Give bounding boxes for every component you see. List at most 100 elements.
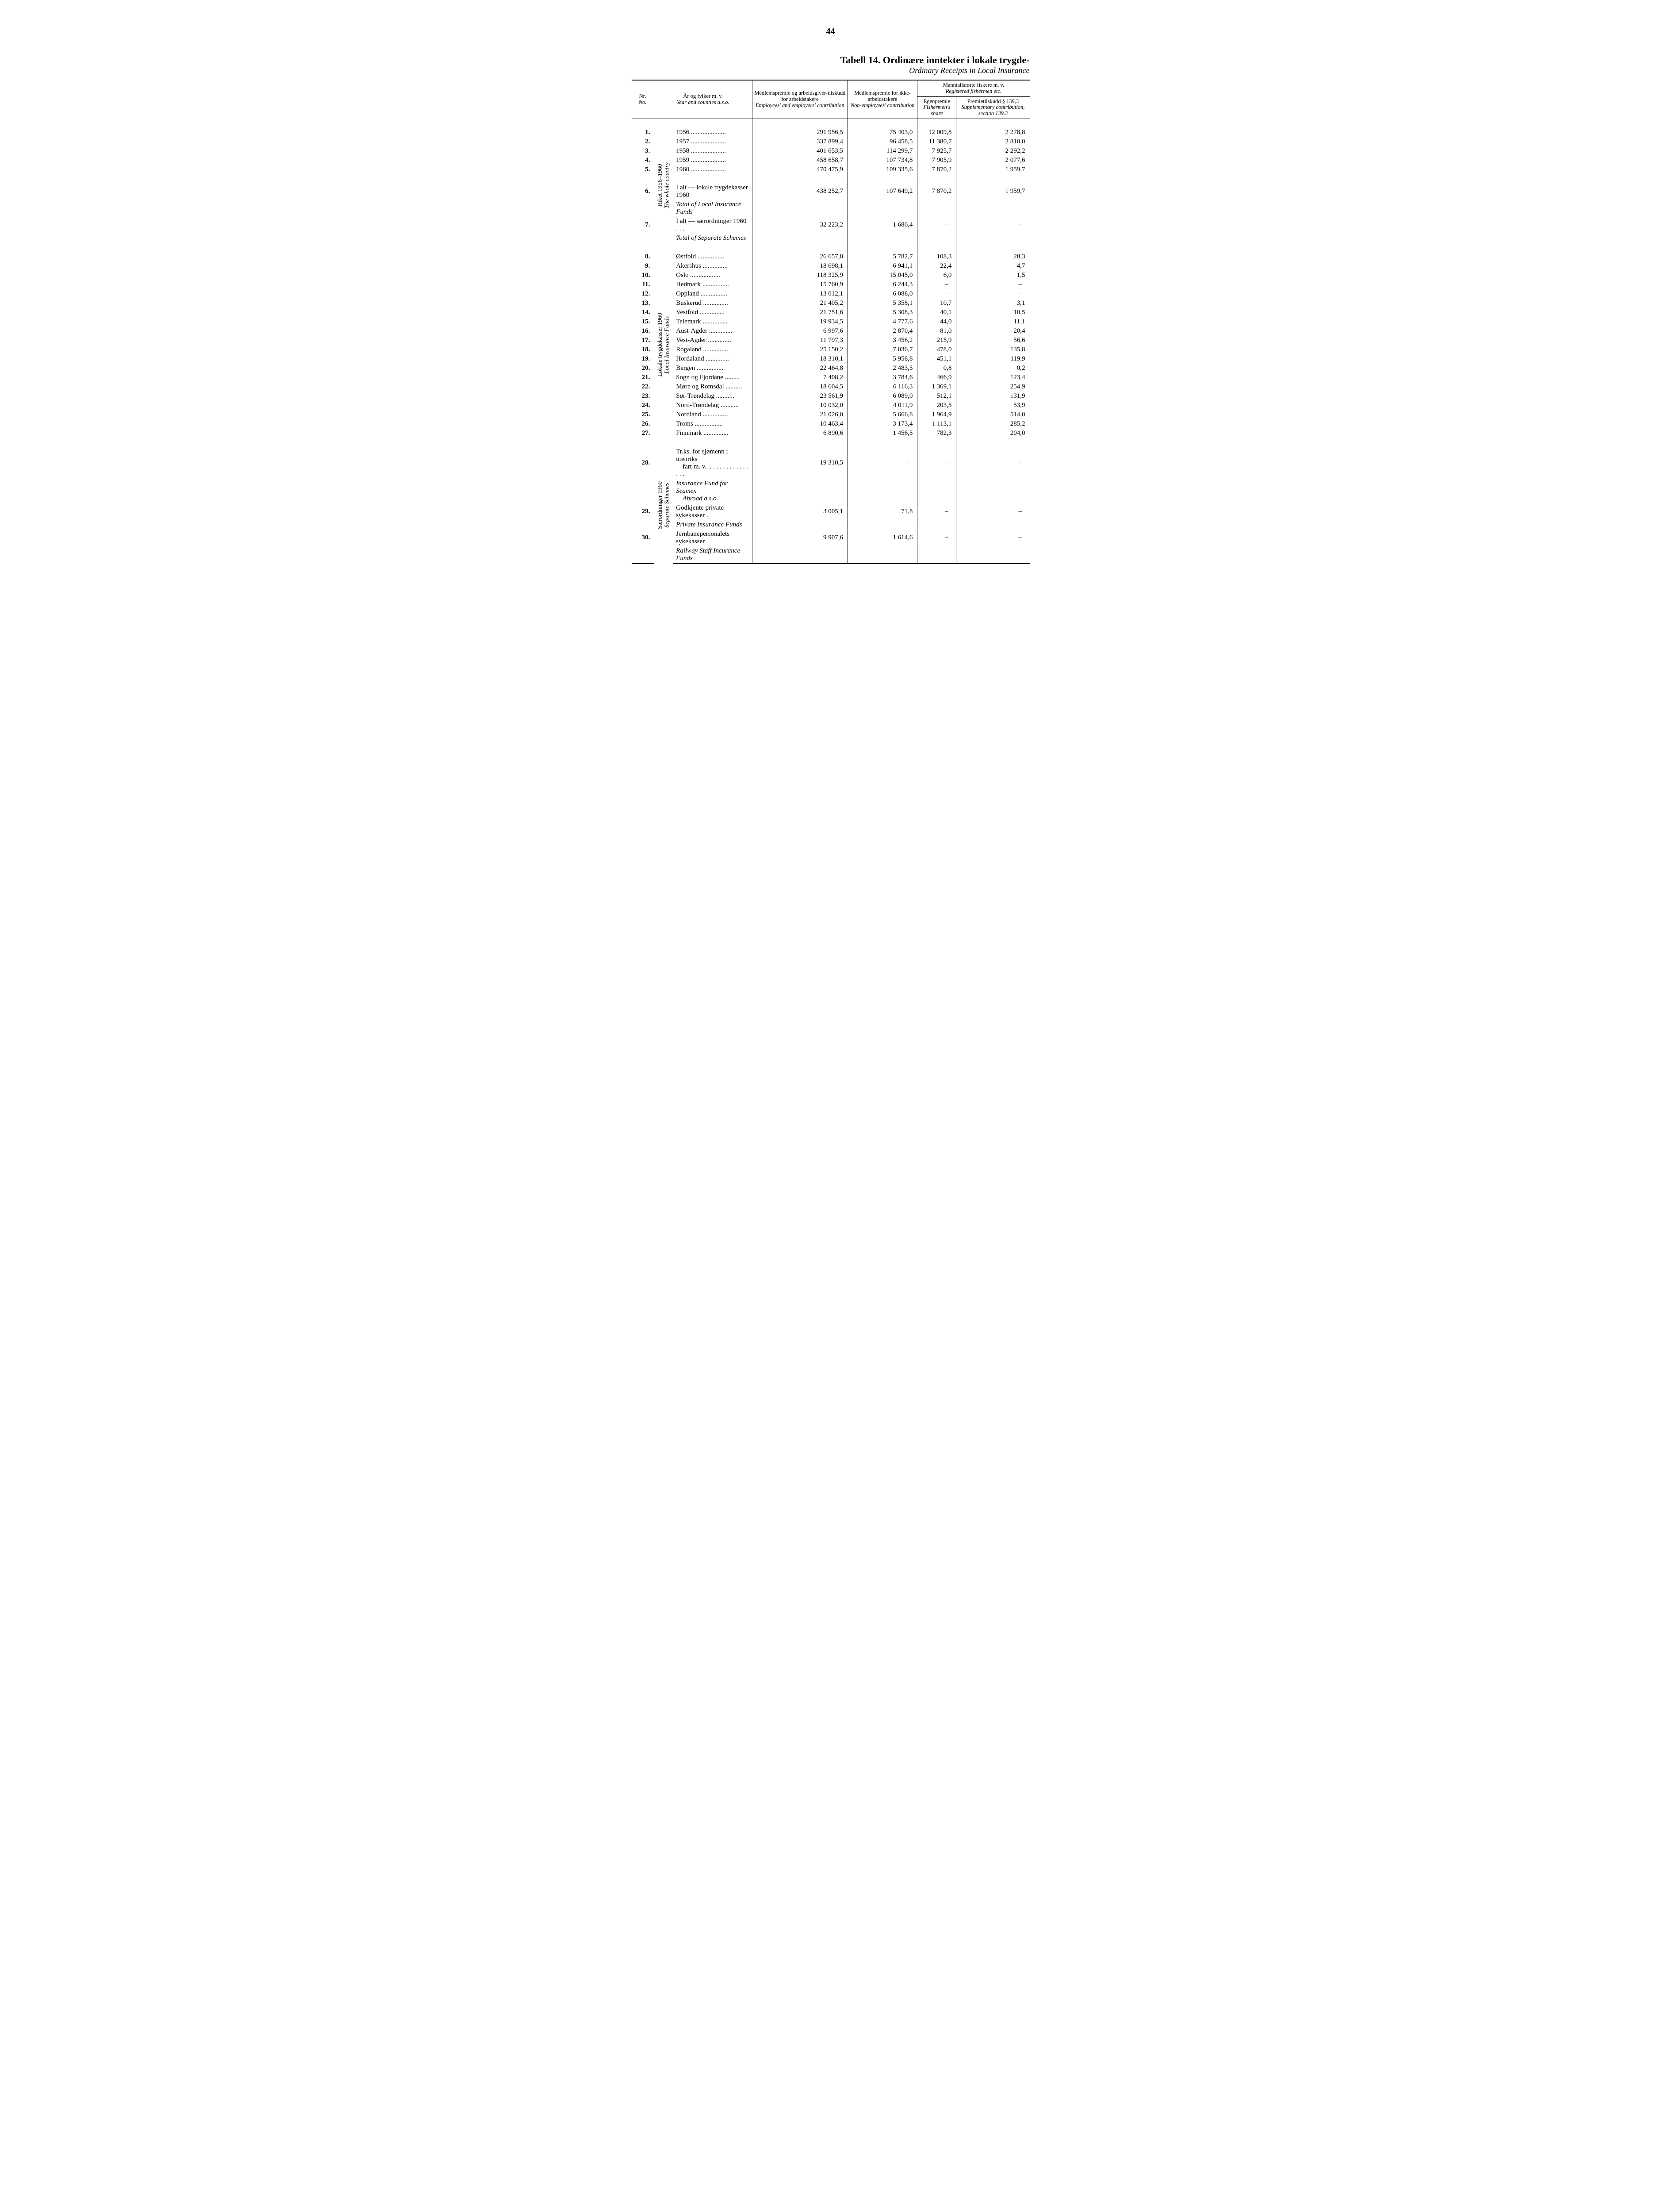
row-number: 26. — [632, 419, 654, 429]
table-cell: 1 959,7 — [956, 165, 1030, 174]
table-cell: – — [956, 280, 1030, 289]
row-number: 17. — [632, 336, 654, 345]
row-number: 4. — [632, 156, 654, 165]
table-cell: – — [917, 217, 956, 234]
table-cell: 21 026,0 — [752, 410, 848, 419]
hdr-nr: Nr.No. — [632, 80, 654, 119]
table-row: 7.I alt — særordninger 1960 . . .32 223,… — [632, 217, 1030, 234]
row-label: 1959 ..................... — [673, 156, 752, 165]
row-label: Troms ................. — [673, 419, 752, 429]
table-cell: 1,5 — [956, 271, 1030, 280]
row-label-italic: Railway Staff Incurance Funds — [673, 546, 752, 564]
row-label: 1960 ..................... — [673, 165, 752, 174]
table-cell: 10 463,4 — [752, 419, 848, 429]
row-label: Nordland ............... — [673, 410, 752, 419]
table-cell: 4 777,6 — [848, 317, 917, 326]
row-label: 1957 ..................... — [673, 137, 752, 146]
table-cell: 118 325,9 — [752, 271, 848, 280]
table-row: 18.Rogaland ...............25 150,27 036… — [632, 345, 1030, 354]
group-saer: 28.Særordninger 1960Separate SchemesTr.k… — [632, 447, 1030, 564]
table-cell: 782,3 — [917, 429, 956, 438]
hdr-col2: Medlemspremie for ikke-arbeidstakere Non… — [848, 80, 917, 119]
row-label: Vest-Agder .............. — [673, 336, 752, 345]
table-cell: 2 077,6 — [956, 156, 1030, 165]
table-cell: 7 925,7 — [917, 146, 956, 156]
hdr-col4: Premietilskudd § 139,3 Supplementary con… — [956, 96, 1030, 119]
table-cell: 56,6 — [956, 336, 1030, 345]
table-cell: 135,8 — [956, 345, 1030, 354]
row-number: 6. — [632, 183, 654, 200]
row-label: Finnmark ............... — [673, 429, 752, 438]
table-cell: 1 614,6 — [848, 530, 917, 546]
row-label: Sør-Trøndelag ........... — [673, 392, 752, 401]
table-row: 9.Akershus ...............18 698,16 941,… — [632, 261, 1030, 271]
table-cell: 40,1 — [917, 308, 956, 317]
table-row: 30.Jernbanepersonalets sykekasser9 907,6… — [632, 530, 1030, 546]
table-cell: – — [917, 280, 956, 289]
row-label: Jernbanepersonalets sykekasser — [673, 530, 752, 546]
row-number: 21. — [632, 373, 654, 382]
row-number: 25. — [632, 410, 654, 419]
table-cell: 4,7 — [956, 261, 1030, 271]
table-cell: 1 959,7 — [956, 183, 1030, 200]
table-cell: 2 292,2 — [956, 146, 1030, 156]
table-cell: 20,4 — [956, 326, 1030, 336]
table-cell: 107 734,8 — [848, 156, 917, 165]
table-cell: 470 475,9 — [752, 165, 848, 174]
table-cell: 2 483,5 — [848, 364, 917, 373]
table-cell: 10,7 — [917, 299, 956, 308]
row-label-italic: Total of Local Insurance Funds — [673, 200, 752, 217]
table-cell: 75 403,0 — [848, 128, 917, 137]
table-cell: 466,9 — [917, 373, 956, 382]
table-cell: 5 958,8 — [848, 354, 917, 364]
data-table: Nr.No. År og fylker m. v. Year and count… — [632, 80, 1030, 564]
table-cell: 107 649,2 — [848, 183, 917, 200]
table-cell: – — [917, 503, 956, 520]
hdr-fishermen: Manntallsførte fiskere m. v. Registered … — [917, 80, 1030, 96]
group-label-riket: Riket 1956–1960The whole country — [654, 128, 673, 243]
table-header: Nr.No. År og fylker m. v. Year and count… — [632, 80, 1030, 119]
row-number: 14. — [632, 308, 654, 317]
table-cell: 81,0 — [917, 326, 956, 336]
table-cell: 6 244,3 — [848, 280, 917, 289]
table-cell: 514,0 — [956, 410, 1030, 419]
row-number: 19. — [632, 354, 654, 364]
table-cell: – — [956, 503, 1030, 520]
row-number: 12. — [632, 289, 654, 299]
table-cell: 5 358,1 — [848, 299, 917, 308]
table-cell: 109 335,6 — [848, 165, 917, 174]
row-label: I alt — særordninger 1960 . . . — [673, 217, 752, 234]
footer-space — [632, 564, 1030, 661]
row-number: 15. — [632, 317, 654, 326]
row-label: Vestfold ............... — [673, 308, 752, 317]
row-number: 28. — [632, 447, 654, 479]
table-cell: 18 604,5 — [752, 382, 848, 392]
table-cell: 2 810,0 — [956, 137, 1030, 146]
table-cell: 26 657,8 — [752, 252, 848, 261]
table-row: 11.Hedmark ................15 760,96 244… — [632, 280, 1030, 289]
table-cell: 5 308,3 — [848, 308, 917, 317]
table-cell: 478,0 — [917, 345, 956, 354]
table-cell: 18 698,1 — [752, 261, 848, 271]
table-cell: – — [848, 447, 917, 479]
table-cell: – — [956, 289, 1030, 299]
table-row: 4.1959 .....................458 658,7107… — [632, 156, 1030, 165]
table-cell: 2 870,4 — [848, 326, 917, 336]
table-row: 20.Bergen ................22 464,82 483,… — [632, 364, 1030, 373]
table-row: 26.Troms .................10 463,43 173,… — [632, 419, 1030, 429]
row-label: Aust-Agder .............. — [673, 326, 752, 336]
row-number: 30. — [632, 530, 654, 546]
table-cell: 11,1 — [956, 317, 1030, 326]
table-cell: 1 113,1 — [917, 419, 956, 429]
table-row: 15.Telemark ...............19 934,54 777… — [632, 317, 1030, 326]
table-cell: 5 782,7 — [848, 252, 917, 261]
table-cell: 22,4 — [917, 261, 956, 271]
table-row: 6.I alt — lokale trygdekasser 1960438 25… — [632, 183, 1030, 200]
table-row: 14.Vestfold ...............21 751,65 308… — [632, 308, 1030, 317]
table-cell: 6 089,0 — [848, 392, 917, 401]
table-cell: 3 784,6 — [848, 373, 917, 382]
table-row: 3.1958 .....................401 653,5114… — [632, 146, 1030, 156]
table-cell: – — [917, 530, 956, 546]
row-label: I alt — lokale trygdekasser 1960 — [673, 183, 752, 200]
table-cell: 254,9 — [956, 382, 1030, 392]
